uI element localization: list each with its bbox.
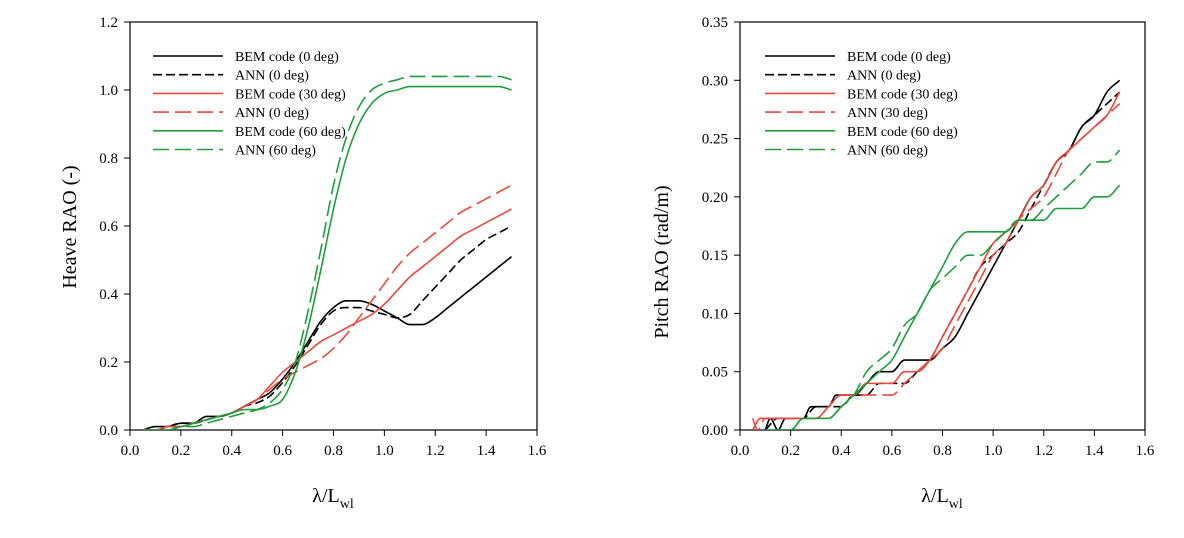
y-axis-label: Heave RAO (-) bbox=[59, 165, 81, 288]
plot-frame bbox=[739, 21, 1146, 431]
legend-entry: BEM code (60 deg) bbox=[235, 125, 346, 140]
series-group bbox=[142, 75, 513, 430]
y-tick-label: 0.00 bbox=[702, 423, 728, 439]
x-tick-label: 0.0 bbox=[731, 443, 750, 459]
x-axis-label-subscript: wl bbox=[949, 497, 963, 512]
y-tick-label: 1.0 bbox=[99, 83, 118, 99]
x-tick-label: 0.8 bbox=[933, 443, 952, 459]
series-line-5 bbox=[777, 149, 1121, 430]
y-tick-label: 0.35 bbox=[702, 15, 728, 31]
x-tick-label: 0.6 bbox=[883, 443, 902, 459]
y-tick-label: 0.4 bbox=[99, 287, 118, 303]
series-line-3 bbox=[142, 184, 512, 430]
y-tick-label: 0.6 bbox=[99, 219, 118, 235]
x-axis-label: λ/Lwl bbox=[921, 485, 963, 512]
heave-rao-chart: Heave RAO (-) λ/Lwl 0.0 0.2 0.4 0.6 0.8 1.0 1.… bbox=[59, 15, 547, 512]
series-line-4 bbox=[142, 85, 512, 430]
x-tick-label: 1.4 bbox=[1085, 443, 1104, 459]
x-tick-label: 0.0 bbox=[121, 443, 140, 459]
y-tick-label: 0.8 bbox=[99, 151, 118, 167]
series-line-0 bbox=[142, 255, 513, 430]
x-tick-label: 1.0 bbox=[375, 443, 394, 459]
x-tick-label: 1.6 bbox=[1136, 443, 1155, 459]
legend-entry: BEM code (0 deg) bbox=[235, 50, 339, 65]
series-line-4 bbox=[765, 184, 1121, 430]
x-tick-label: 0.6 bbox=[273, 443, 292, 459]
y-tick-label: 0.30 bbox=[702, 73, 728, 89]
x-axis-label: λ/Lwl bbox=[312, 485, 354, 512]
legend-entry: ANN (0 deg) bbox=[235, 106, 309, 121]
legend-entry: BEM code (0 deg) bbox=[847, 50, 951, 65]
y-tick-label: 0.25 bbox=[702, 132, 728, 148]
y-axis-label: Pitch RAO (rad/m) bbox=[651, 185, 673, 338]
legend: BEM code (0 deg) ANN (0 deg) BEM code (30 … bbox=[765, 50, 958, 159]
legend-entry: ANN (0 deg) bbox=[235, 69, 309, 84]
y-tick-label: 0.10 bbox=[702, 306, 728, 322]
x-tick-label: 0.2 bbox=[781, 443, 800, 459]
x-tick-label: 1.6 bbox=[528, 443, 547, 459]
plot-frame bbox=[129, 21, 538, 431]
series-group bbox=[751, 79, 1121, 430]
legend-entry: ANN (0 deg) bbox=[847, 69, 921, 84]
y-tick-label: 0.20 bbox=[702, 190, 728, 206]
series-line-1 bbox=[142, 225, 512, 430]
series-line-3 bbox=[751, 103, 1121, 430]
x-axis-label-main: λ/L bbox=[921, 485, 948, 507]
y-tick-label: 1.2 bbox=[99, 15, 118, 31]
legend-entry: ANN (30 deg) bbox=[847, 106, 928, 121]
x-tick-label: 1.2 bbox=[426, 443, 445, 459]
legend-entry: BEM code (30 deg) bbox=[847, 87, 958, 102]
x-axis-label-subscript: wl bbox=[340, 497, 354, 512]
legend-entry: BEM code (30 deg) bbox=[235, 87, 346, 102]
series-line-1 bbox=[764, 91, 1121, 430]
x-tick-label: 0.2 bbox=[172, 443, 191, 459]
x-tick-label: 1.2 bbox=[1034, 443, 1053, 459]
x-tick-label: 0.4 bbox=[222, 443, 241, 459]
x-tick-label: 0.4 bbox=[832, 443, 851, 459]
legend-entry: ANN (60 deg) bbox=[847, 144, 928, 159]
pitch-rao-chart: Pitch RAO (rad/m) λ/Lwl 0.0 0.2 0.4 0.6 0.8 1… bbox=[651, 15, 1155, 512]
y-tick-label: 0.2 bbox=[99, 355, 118, 371]
x-tick-label: 1.0 bbox=[984, 443, 1003, 459]
x-tick-label: 0.8 bbox=[324, 443, 343, 459]
y-tick-label: 0.0 bbox=[99, 423, 118, 439]
x-axis-label-main: λ/L bbox=[312, 485, 339, 507]
legend-entry: ANN (60 deg) bbox=[235, 144, 316, 159]
y-tick-label: 0.15 bbox=[702, 248, 728, 264]
x-tick-label: 1.4 bbox=[477, 443, 496, 459]
series-line-2 bbox=[751, 91, 1121, 430]
y-tick-label: 0.05 bbox=[702, 365, 728, 381]
legend-entry: BEM code (60 deg) bbox=[847, 125, 958, 140]
legend: BEM code (0 deg) ANN (0 deg) BEM code (30 … bbox=[153, 50, 346, 159]
